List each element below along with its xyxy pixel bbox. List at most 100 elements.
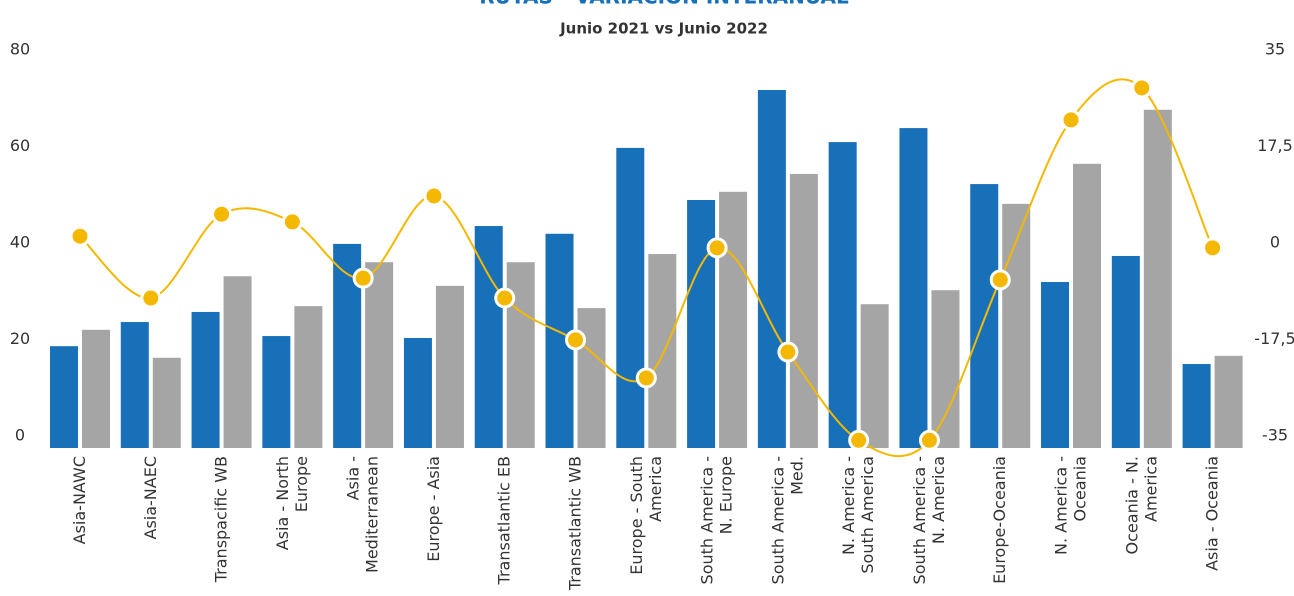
y-tick-label: 60 xyxy=(10,136,30,155)
label-line: Europe xyxy=(291,456,310,512)
bar xyxy=(1214,355,1243,448)
x-tick-label: Europe - Asia xyxy=(423,456,442,562)
line-marker xyxy=(565,329,587,351)
label-line: Asia - North xyxy=(272,456,291,550)
y2-tick-label: -35 xyxy=(1262,426,1288,445)
bar xyxy=(262,336,291,448)
x-tick-label: South America -N. America xyxy=(909,456,947,584)
label-line: N. Europe xyxy=(716,456,735,534)
y-tick-label: 0 xyxy=(15,426,25,445)
label-line: Oceania - N. xyxy=(1122,456,1141,554)
bar xyxy=(860,304,889,448)
bar xyxy=(648,254,677,448)
bar xyxy=(719,191,748,449)
label-line: N. America xyxy=(928,456,947,544)
label-line: South America - xyxy=(697,456,716,584)
bar xyxy=(1111,255,1140,448)
x-tick-label: Oceania - N.America xyxy=(1122,456,1160,554)
y2-tick-label: 0 xyxy=(1270,233,1280,252)
bar xyxy=(931,290,960,448)
label-line: Asia-NAEC xyxy=(140,456,159,540)
bar xyxy=(223,276,252,448)
line-marker xyxy=(281,211,303,233)
bar xyxy=(577,308,606,448)
x-tick-label: Asia -Mediterranean xyxy=(343,456,381,573)
bar xyxy=(435,285,464,448)
line-marker xyxy=(848,429,870,451)
y-tick-label: 20 xyxy=(10,329,30,348)
bar xyxy=(365,262,394,448)
x-tick-label: Asia-NAWC xyxy=(69,456,88,544)
label-line: Asia-NAWC xyxy=(69,456,88,544)
bar xyxy=(828,142,857,448)
line-marker xyxy=(211,203,233,225)
label-line: N. America - xyxy=(839,456,858,555)
bar xyxy=(616,147,645,448)
label-line: Oceania xyxy=(1070,456,1089,521)
bar xyxy=(970,184,999,448)
x-tick-label: Asia-NAEC xyxy=(140,456,159,540)
bar xyxy=(687,199,716,448)
label-line: Transatlantic EB xyxy=(494,456,513,585)
label-line: Europe - Asia xyxy=(423,456,442,562)
y-tick-label: 40 xyxy=(10,233,30,252)
label-line: Europe-Oceania xyxy=(990,456,1009,584)
label-line: Asia - Oceania xyxy=(1202,456,1221,571)
line-marker xyxy=(777,341,799,363)
bar xyxy=(1182,364,1211,448)
line-marker xyxy=(352,267,374,289)
bar xyxy=(789,173,818,448)
line-marker xyxy=(1131,77,1153,99)
y2-tick-label: 17,5 xyxy=(1257,136,1293,155)
label-line: Mediterranean xyxy=(362,456,381,573)
line-marker xyxy=(140,287,162,309)
line-marker xyxy=(1202,237,1224,259)
x-tick-label: South America -Med. xyxy=(768,456,806,584)
line-marker xyxy=(69,225,91,247)
label-line: N. America - xyxy=(1051,456,1070,555)
x-tick-label: Transatlantic EB xyxy=(494,456,513,585)
y-tick-label: 80 xyxy=(10,40,30,59)
x-tick-label: N. America -South America xyxy=(839,456,877,574)
x-tick-label: Asia - Oceania xyxy=(1202,456,1221,571)
label-line: Asia - xyxy=(343,456,362,500)
line-marker xyxy=(635,367,657,389)
line-marker xyxy=(989,269,1011,291)
line-marker xyxy=(494,287,516,309)
line-marker xyxy=(918,429,940,451)
y2-tick-label: -17,5 xyxy=(1254,329,1294,348)
label-line: Transatlantic WB xyxy=(565,456,584,591)
bar xyxy=(899,128,928,449)
bar xyxy=(120,322,149,448)
x-tick-label: Transpacific WB xyxy=(211,456,230,583)
bar xyxy=(191,311,220,448)
label-line: America xyxy=(645,456,664,522)
line-marker xyxy=(423,185,445,207)
y2-tick-label: 35 xyxy=(1265,40,1285,59)
bar xyxy=(1143,109,1172,448)
x-tick-label: N. America -Oceania xyxy=(1051,456,1089,555)
label-line: Transpacific WB xyxy=(211,456,230,583)
label-line: South America xyxy=(858,456,877,574)
bar xyxy=(403,337,432,448)
bar xyxy=(757,89,786,449)
line-marker xyxy=(706,237,728,259)
bar xyxy=(474,226,503,448)
bar xyxy=(1073,163,1102,448)
x-tick-label: Transatlantic WB xyxy=(565,456,584,591)
label-line: Med. xyxy=(787,456,806,495)
x-tick-label: South America -N. Europe xyxy=(697,456,735,584)
chart-subtitle: Junio 2021 vs Junio 2022 xyxy=(559,20,768,38)
bar xyxy=(152,357,181,448)
chart-title: RUTAS - VARIACIÓN INTERANUAL xyxy=(479,0,849,9)
bar xyxy=(1002,203,1031,448)
bar xyxy=(81,329,110,448)
bar xyxy=(294,306,323,448)
label-line: Europe - South xyxy=(626,456,645,575)
x-tick-label: Europe - SouthAmerica xyxy=(626,456,664,575)
x-tick-label: Europe-Oceania xyxy=(990,456,1009,584)
label-line: South America - xyxy=(909,456,928,584)
bar xyxy=(1041,282,1070,448)
x-tick-label: Asia - NorthEurope xyxy=(272,456,310,550)
